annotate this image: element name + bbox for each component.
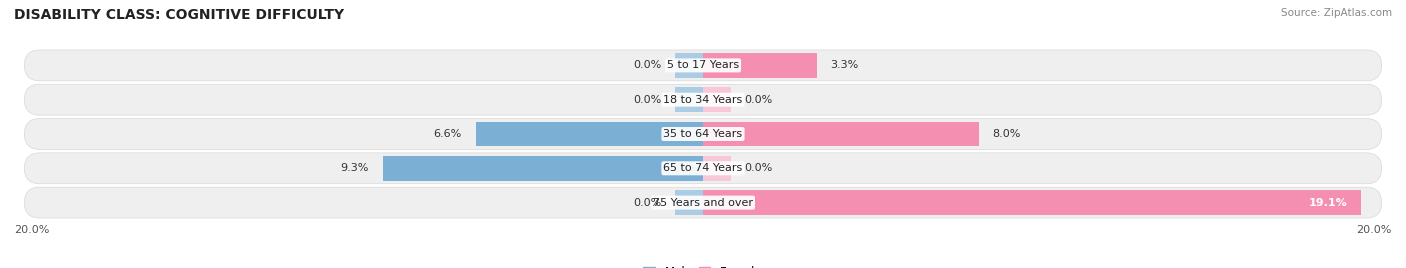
FancyBboxPatch shape bbox=[24, 187, 1382, 218]
Bar bbox=[675, 53, 703, 78]
Text: DISABILITY CLASS: COGNITIVE DIFFICULTY: DISABILITY CLASS: COGNITIVE DIFFICULTY bbox=[14, 8, 344, 22]
FancyBboxPatch shape bbox=[24, 84, 1382, 115]
Text: Source: ZipAtlas.com: Source: ZipAtlas.com bbox=[1281, 8, 1392, 18]
Text: 20.0%: 20.0% bbox=[14, 225, 49, 235]
Text: 5 to 17 Years: 5 to 17 Years bbox=[666, 60, 740, 70]
Bar bbox=[703, 53, 817, 78]
Text: 19.1%: 19.1% bbox=[1309, 198, 1347, 208]
Text: 6.6%: 6.6% bbox=[433, 129, 461, 139]
Bar bbox=[703, 87, 731, 112]
FancyBboxPatch shape bbox=[24, 50, 1382, 81]
Bar bbox=[675, 87, 703, 112]
Text: 0.0%: 0.0% bbox=[634, 198, 662, 208]
Text: 8.0%: 8.0% bbox=[993, 129, 1021, 139]
Text: 35 to 64 Years: 35 to 64 Years bbox=[664, 129, 742, 139]
Bar bbox=[703, 122, 979, 146]
Text: 0.0%: 0.0% bbox=[744, 163, 772, 173]
Text: 75 Years and over: 75 Years and over bbox=[652, 198, 754, 208]
Bar bbox=[703, 156, 731, 181]
Text: 20.0%: 20.0% bbox=[1357, 225, 1392, 235]
Text: 9.3%: 9.3% bbox=[340, 163, 368, 173]
FancyBboxPatch shape bbox=[24, 118, 1382, 150]
Bar bbox=[675, 190, 703, 215]
Bar bbox=[703, 190, 1361, 215]
Text: 18 to 34 Years: 18 to 34 Years bbox=[664, 95, 742, 105]
Text: 0.0%: 0.0% bbox=[634, 95, 662, 105]
Text: 0.0%: 0.0% bbox=[634, 60, 662, 70]
Text: 3.3%: 3.3% bbox=[831, 60, 859, 70]
Text: 65 to 74 Years: 65 to 74 Years bbox=[664, 163, 742, 173]
Bar bbox=[382, 156, 703, 181]
FancyBboxPatch shape bbox=[24, 153, 1382, 184]
Text: 0.0%: 0.0% bbox=[744, 95, 772, 105]
Legend: Male, Female: Male, Female bbox=[644, 266, 762, 268]
Bar bbox=[475, 122, 703, 146]
